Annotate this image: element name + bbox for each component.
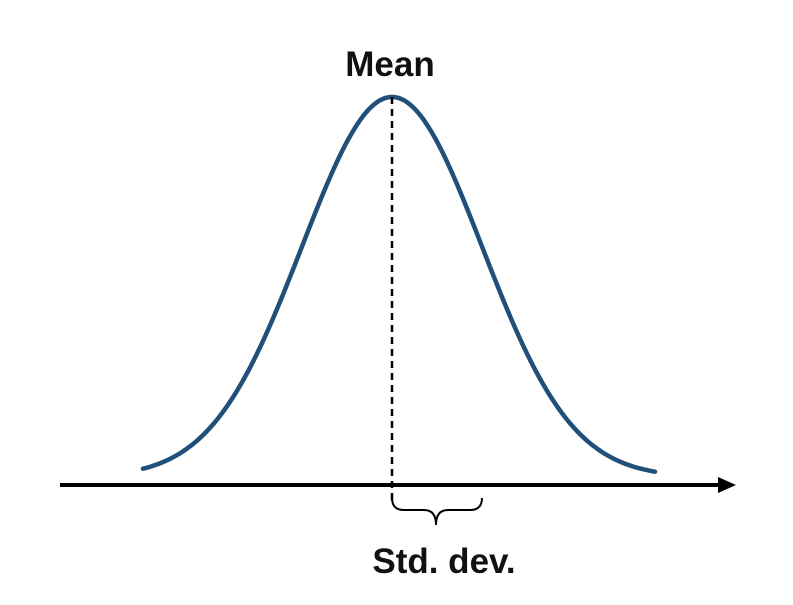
std-dev-brace [391,497,483,526]
mean-label: Mean [345,45,434,84]
std-dev-label: Std. dev. [372,542,515,581]
bell-curve [140,94,658,474]
x-axis-arrowhead [718,477,736,493]
